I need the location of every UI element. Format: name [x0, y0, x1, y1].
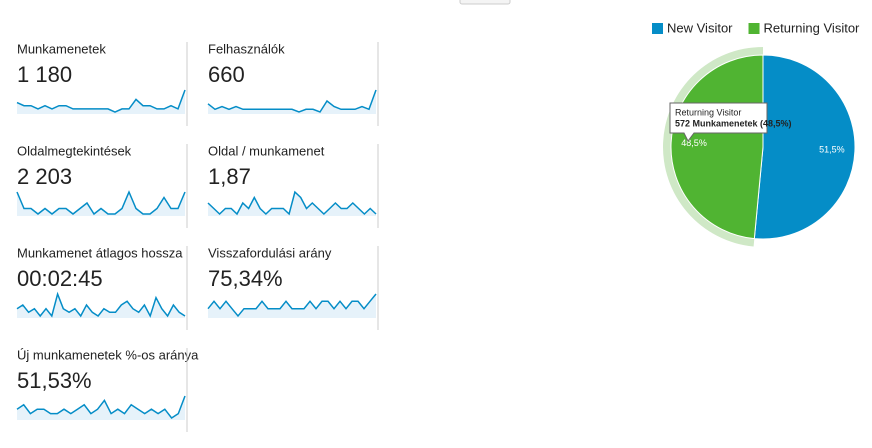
metric-value: 2 203 [17, 164, 72, 189]
pie-slice [670, 54, 764, 240]
sparkline [16, 291, 186, 318]
legend-label: Returning Visitor [764, 20, 861, 35]
sparkline [207, 89, 377, 113]
legend-swatch [652, 23, 663, 34]
sparkline-area [208, 90, 376, 114]
metric-value: 51,53% [17, 368, 92, 393]
metric-value: 1,87 [208, 164, 251, 189]
metric-label: Oldalmegtekintések [17, 143, 132, 158]
legend-swatch [748, 23, 760, 34]
metric-label: Munkamenetek [17, 41, 106, 56]
sparkline-area [17, 396, 185, 420]
tooltip-box [669, 102, 768, 142]
metric-label: Munkamenet átlagos hossza [17, 245, 183, 260]
pie-slice [753, 54, 856, 240]
metric-label: Oldal / munkamenet [208, 143, 325, 158]
tooltip-title: Returning Visitor [675, 107, 741, 117]
sparkline-area [17, 294, 185, 318]
metric-label: Új munkamenetek %-os aránya [17, 347, 199, 362]
sparkline-area [17, 192, 185, 216]
tooltip-text: 572 Munkamenetek (48,5%) [675, 118, 792, 128]
slice-label: 48,5% [681, 138, 707, 148]
sparkline [16, 395, 186, 420]
metric-label: Felhasználók [208, 41, 285, 56]
metric-value: 1 180 [17, 62, 72, 87]
metric-value: 00:02:45 [17, 266, 103, 291]
metric-label: Visszafordulási arány [208, 245, 332, 260]
top-button[interactable] [459, 0, 511, 5]
slice-label: 51,5% [819, 145, 845, 155]
metric-value: 660 [208, 62, 245, 87]
metric-value: 75,34% [208, 266, 283, 291]
legend-label: New Visitor [667, 20, 733, 35]
sparkline [207, 293, 377, 318]
sparkline-area [17, 90, 185, 114]
sparkline-area [208, 294, 376, 318]
sparkline [16, 190, 186, 216]
sparkline [207, 190, 377, 216]
sparkline [16, 89, 186, 113]
